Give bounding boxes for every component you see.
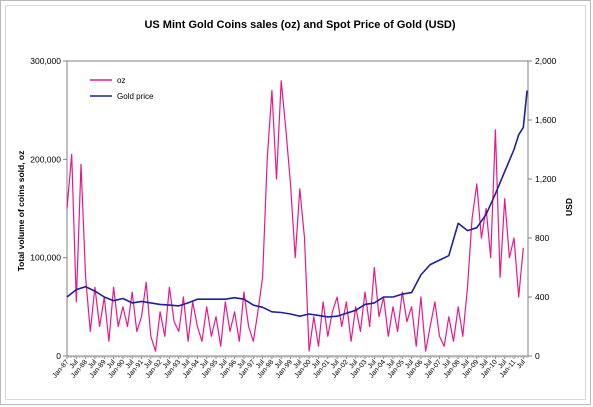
legend-label-gold-price: Gold price xyxy=(117,92,154,101)
right-tick-label: 1,600 xyxy=(535,115,557,125)
x-tick-label: Jan-87 xyxy=(51,359,70,380)
x-tick-label: Jul xyxy=(367,358,378,370)
x-tick-label: Jul xyxy=(385,358,396,370)
x-axis-ticks: Jan-87JulJan-88JulJan-89JulJan-90JulJan-… xyxy=(51,356,529,380)
x-tick-label: Jul xyxy=(329,358,340,370)
x-tick-label: Jul xyxy=(143,358,154,370)
right-axis-ticks: 0 400 800 1,200 1,600 2,000 xyxy=(528,56,557,361)
chart-inner-border xyxy=(5,5,586,400)
x-tick-label: Jul xyxy=(218,358,229,370)
left-axis-ticks: 0 100,000 200,000 300,000 xyxy=(30,56,67,361)
right-tick-label: 400 xyxy=(535,292,549,302)
left-axis-label: Total volume of coins sold, oz xyxy=(16,151,26,272)
legend: oz Gold price xyxy=(90,76,154,101)
x-tick-label: Jul xyxy=(292,358,303,370)
x-tick-label: Jul xyxy=(162,358,173,370)
right-tick-label: 0 xyxy=(535,351,540,361)
left-tick-label: 200,000 xyxy=(30,154,61,164)
right-tick-label: 2,000 xyxy=(535,56,557,66)
x-tick-label: Jul xyxy=(497,358,508,370)
series-line-gold-price xyxy=(66,90,528,318)
x-tick-label: Jul xyxy=(441,358,452,370)
x-tick-label: Jul xyxy=(125,358,136,370)
right-tick-label: 1,200 xyxy=(535,174,557,184)
right-axis-label: USD xyxy=(564,198,574,216)
x-tick-label: Jul xyxy=(199,358,210,370)
x-tick-label: Jul xyxy=(311,358,322,370)
left-tick-label: 300,000 xyxy=(30,56,61,66)
x-tick-label: Jul xyxy=(255,358,266,370)
x-tick-label: Jul xyxy=(516,358,527,370)
x-tick-label: Jul xyxy=(180,358,191,370)
series-group xyxy=(66,80,528,352)
x-tick-label: Jul xyxy=(460,358,471,370)
x-tick-label: Jul xyxy=(348,358,359,370)
series-line-oz xyxy=(66,80,524,352)
x-tick-label: Jul xyxy=(274,358,285,370)
x-tick-label: Jul xyxy=(87,358,98,370)
x-tick-label: Jul xyxy=(106,358,117,370)
x-tick-label: Jul xyxy=(423,358,434,370)
x-tick-label: Jul xyxy=(69,358,80,370)
left-tick-label: 100,000 xyxy=(30,253,61,263)
legend-label-oz: oz xyxy=(117,76,125,85)
right-tick-label: 800 xyxy=(535,233,549,243)
chart-title: US Mint Gold Coins sales (oz) and Spot P… xyxy=(144,19,455,31)
left-tick-label: 0 xyxy=(56,351,61,361)
x-tick-label: Jul xyxy=(236,358,247,370)
x-tick-label: Jul xyxy=(404,358,415,370)
x-tick-label: Jul xyxy=(479,358,490,370)
